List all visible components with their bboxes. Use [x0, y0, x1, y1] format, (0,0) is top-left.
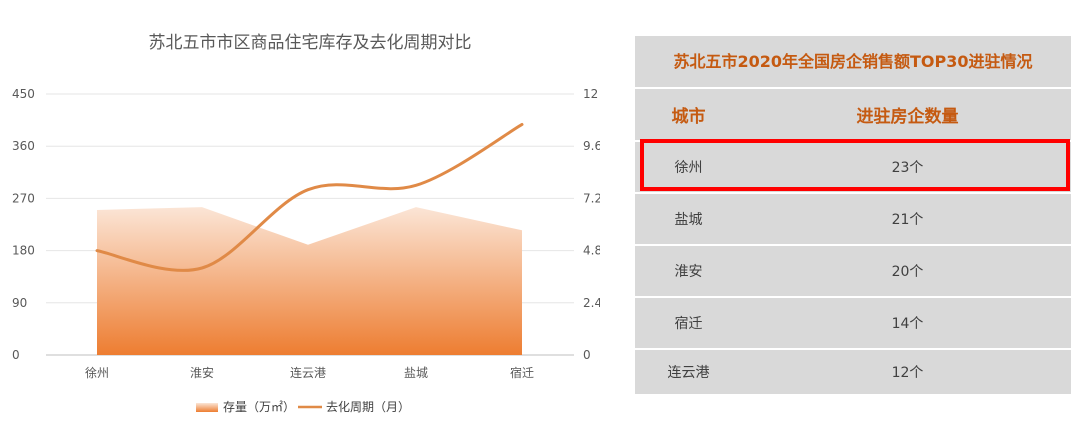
row-count: 14个 — [891, 316, 924, 332]
x-tick-label: 淮安 — [190, 365, 214, 380]
header-city: 城市 — [671, 107, 706, 127]
row-city: 盐城 — [674, 212, 703, 228]
y-right-tick-label: 7.2 — [583, 191, 600, 205]
combo-chart: 苏北五市市区商品住宅库存及去化周期对比 450 360 270 180 90 0 12 9.… — [12, 33, 600, 414]
turnover-line-series — [95, 122, 524, 272]
y-right-tick-label: 12 — [583, 87, 598, 101]
x-axis: 徐州 淮安 连云港 盐城 宿迁 — [85, 365, 534, 380]
header-count: 进驻房企数量 — [856, 107, 959, 127]
chart-panel: 苏北五市市区商品住宅库存及去化周期对比 450 360 270 180 90 0 12 9.… — [12, 33, 600, 414]
x-tick-label: 盐城 — [404, 366, 428, 380]
x-tick-label: 徐州 — [85, 365, 109, 380]
left-axis: 450 360 270 180 90 0 — [12, 87, 35, 362]
table-row: 宿迁 14个 — [635, 298, 1071, 348]
table-row: 连云港 12个 — [635, 350, 1071, 394]
y-left-tick-label: 180 — [12, 244, 35, 258]
row-count: 23个 — [891, 160, 924, 176]
y-right-tick-label: 2.4 — [583, 296, 600, 310]
table-title: 苏北五市2020年全国房企销售额TOP30进驻情况 — [635, 36, 1071, 87]
table-row: 淮安 20个 — [635, 246, 1071, 296]
y-right-tick-label: 9.6 — [583, 139, 600, 153]
y-left-tick-label: 270 — [12, 191, 35, 205]
right-axis: 12 9.6 7.2 4.8 2.4 0 — [583, 87, 600, 362]
y-left-tick-label: 360 — [12, 139, 35, 153]
table-row: 盐城 21个 — [635, 194, 1071, 244]
developer-table: 苏北五市2020年全国房企销售额TOP30进驻情况 城市 进驻房企数量 徐州 2… — [635, 36, 1071, 394]
legend: 存量（万㎡） 去化周期（月） — [196, 400, 410, 414]
y-right-tick-label: 4.8 — [583, 244, 600, 258]
row-city: 徐州 — [674, 160, 703, 176]
highlight-box — [640, 139, 1070, 191]
row-count: 21个 — [891, 212, 924, 228]
legend-area-swatch — [196, 403, 218, 412]
table-header-row: 城市 进驻房企数量 — [635, 89, 1071, 140]
y-left-tick-label: 450 — [12, 87, 35, 101]
stock-area — [97, 207, 522, 355]
y-left-tick-label: 0 — [12, 348, 20, 362]
stock-area-series — [97, 207, 522, 355]
x-tick-label: 连云港 — [290, 365, 326, 380]
y-left-tick-label: 90 — [12, 296, 27, 310]
chart-title: 苏北五市市区商品住宅库存及去化周期对比 — [149, 33, 472, 53]
row-count: 20个 — [891, 264, 924, 280]
row-count: 12个 — [891, 365, 924, 381]
turnover-line — [95, 122, 524, 272]
table-row: 徐州 23个 — [635, 142, 1071, 192]
row-city: 连云港 — [667, 365, 710, 381]
legend-area-label: 存量（万㎡） — [223, 400, 295, 414]
row-city: 淮安 — [674, 264, 703, 280]
legend-line-label: 去化周期（月） — [326, 400, 410, 414]
row-city: 宿迁 — [674, 316, 703, 332]
y-right-tick-label: 0 — [583, 348, 591, 362]
x-tick-label: 宿迁 — [510, 365, 534, 380]
